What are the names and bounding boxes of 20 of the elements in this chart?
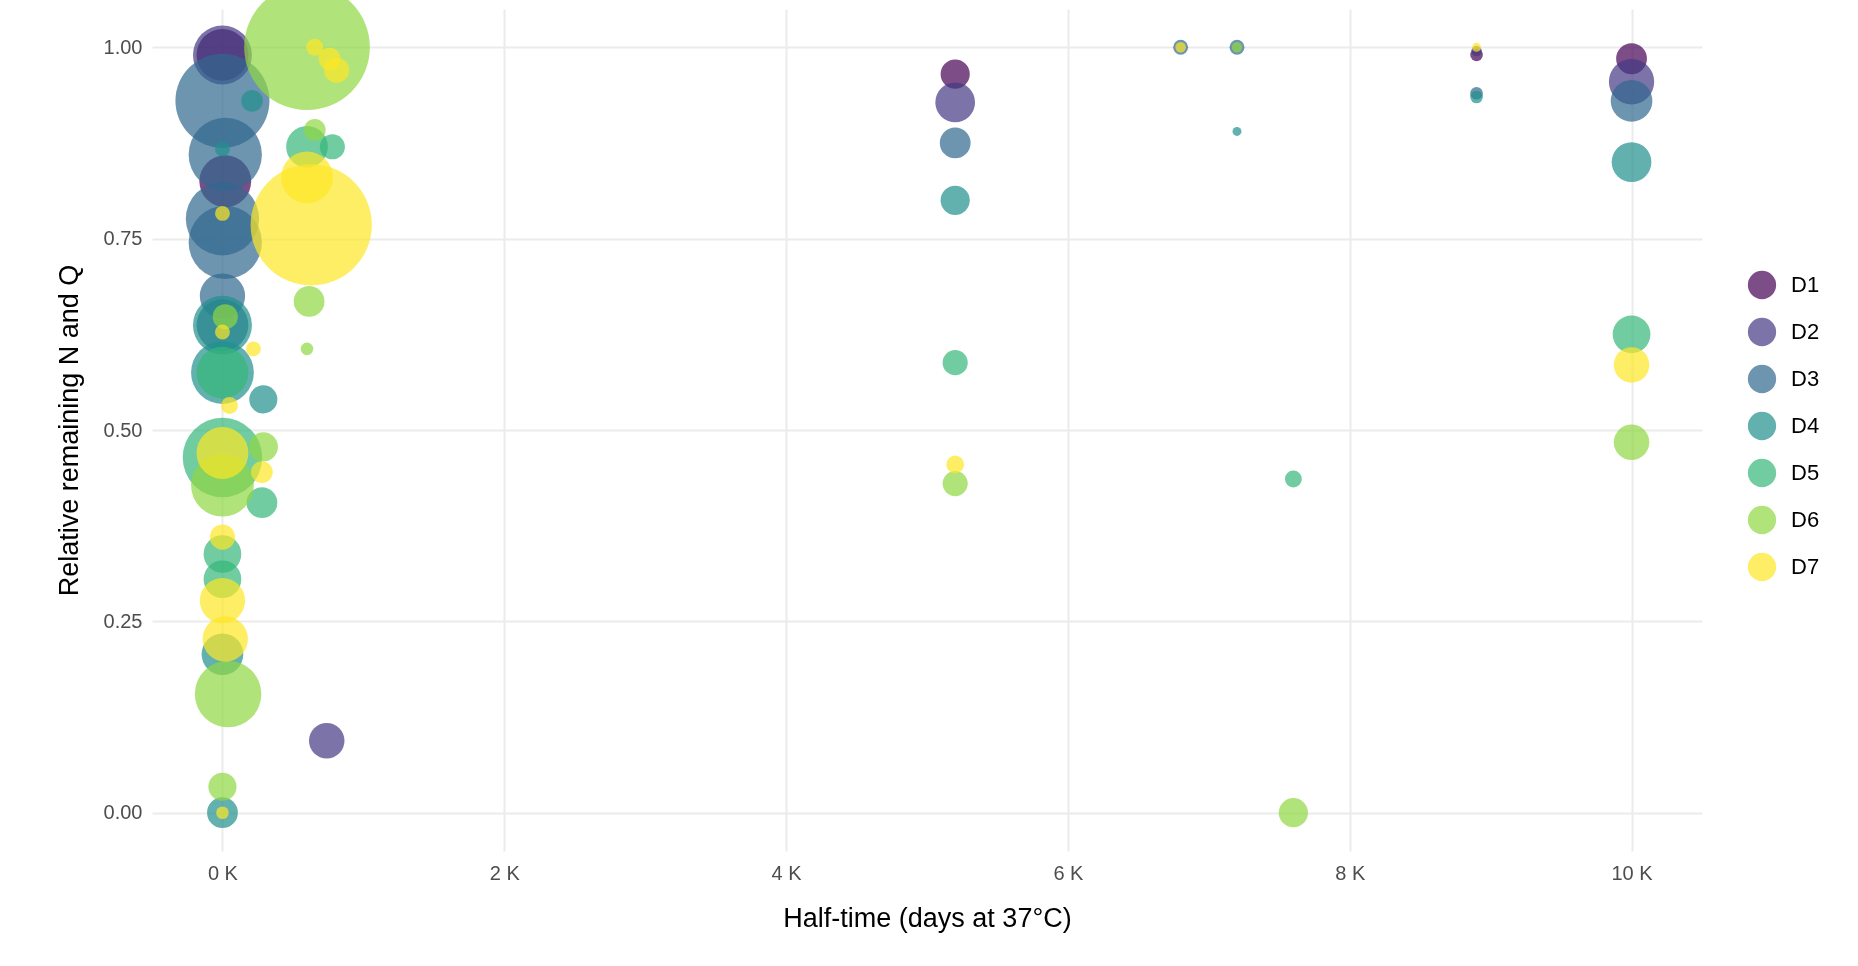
- legend-label: D5: [1791, 460, 1820, 485]
- legend-label: D2: [1791, 319, 1820, 344]
- legend-label: D7: [1791, 554, 1820, 579]
- x-tick-label: 6 K: [1053, 861, 1085, 884]
- x-tick-label: 0 K: [207, 861, 239, 884]
- x-axis-title: Half-time (days at 37°C): [783, 902, 1072, 933]
- y-tick-label: 0.00: [103, 801, 143, 824]
- y-tick-label: 0.75: [103, 227, 143, 250]
- y-tick-label: 0.25: [103, 609, 143, 632]
- legend-label: D6: [1791, 507, 1820, 532]
- legend-label: D4: [1791, 413, 1820, 438]
- legend-label: D1: [1791, 272, 1820, 297]
- x-tick-label: 10 K: [1611, 861, 1654, 884]
- x-tick-label: 8 K: [1335, 861, 1366, 884]
- y-tick-label: 1.00: [103, 35, 143, 58]
- y-tick-label: 0.50: [103, 418, 143, 441]
- y-axis-title: Relative remaining N and Q: [53, 264, 84, 597]
- x-tick-label: 4 K: [771, 861, 803, 884]
- legend-label: D3: [1791, 366, 1820, 391]
- x-tick-label: 2 K: [489, 861, 521, 884]
